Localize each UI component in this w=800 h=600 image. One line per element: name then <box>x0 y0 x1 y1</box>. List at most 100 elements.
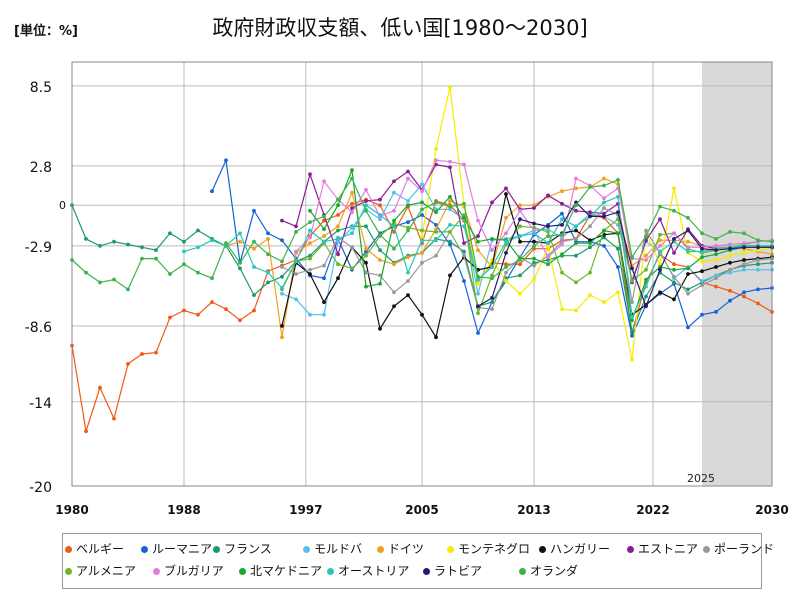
data-point <box>630 318 634 323</box>
data-point <box>756 301 760 306</box>
data-point <box>336 203 340 208</box>
data-point <box>406 228 410 233</box>
data-point <box>630 300 634 304</box>
data-point <box>700 231 704 236</box>
series-オーストリア <box>182 194 774 320</box>
data-point <box>644 258 648 262</box>
data-point <box>434 200 438 205</box>
data-point <box>504 215 508 220</box>
data-point <box>182 262 186 267</box>
x-tick-label: 1997 <box>289 503 322 517</box>
data-point <box>224 241 228 246</box>
data-point <box>658 232 662 237</box>
data-point <box>644 228 648 233</box>
data-point <box>588 270 592 275</box>
data-point <box>112 416 116 421</box>
data-point <box>672 274 676 279</box>
legend-marker <box>141 546 148 553</box>
data-point <box>434 227 438 232</box>
legend-label: オーストリア <box>338 564 410 578</box>
data-point <box>126 287 130 292</box>
data-point <box>714 265 718 269</box>
data-point <box>308 228 312 233</box>
legend-marker <box>65 568 72 575</box>
data-point <box>756 287 760 292</box>
data-point <box>420 200 424 205</box>
legend-marker <box>65 546 72 553</box>
data-point <box>238 260 242 265</box>
data-point <box>686 291 690 296</box>
data-point <box>658 262 662 267</box>
data-point <box>504 265 508 269</box>
data-point <box>602 235 606 240</box>
data-point <box>392 190 396 195</box>
data-point <box>406 199 410 203</box>
data-point <box>266 280 270 285</box>
data-point <box>504 270 508 275</box>
data-point <box>364 199 368 203</box>
data-point <box>644 294 648 299</box>
data-point <box>616 194 620 199</box>
data-point <box>280 259 284 264</box>
data-point <box>252 293 256 297</box>
data-point <box>308 272 312 276</box>
data-point <box>294 297 298 302</box>
legend-marker <box>213 546 220 553</box>
x-tick-label: 1988 <box>167 503 200 517</box>
legend-item: モンテネグロ <box>447 540 530 557</box>
data-point <box>742 241 746 246</box>
data-point <box>672 186 676 191</box>
data-point <box>714 284 718 289</box>
data-point <box>490 237 494 241</box>
data-point <box>182 249 186 254</box>
data-point <box>588 238 592 243</box>
legend-item: アルメニア <box>65 562 136 579</box>
legend-label: 北マケドニア <box>250 564 323 578</box>
data-point <box>560 201 564 206</box>
chart-title: 政府財政収支額、低い国[1980～2030] <box>212 16 588 40</box>
x-tick-label: 1980 <box>55 503 88 517</box>
data-point <box>518 262 522 267</box>
data-point <box>308 235 312 240</box>
data-point <box>420 207 424 212</box>
data-point <box>448 242 452 247</box>
legend-label: ドイツ <box>388 542 425 556</box>
y-tick-label: 2.8 <box>30 160 52 176</box>
data-point <box>112 277 116 282</box>
data-point <box>714 244 718 248</box>
data-point <box>532 231 536 236</box>
data-point <box>280 335 284 340</box>
data-point <box>602 200 606 205</box>
data-point <box>574 186 578 191</box>
data-point <box>280 274 284 279</box>
data-point <box>336 213 340 217</box>
data-point <box>420 260 424 265</box>
data-point <box>364 224 368 229</box>
data-point <box>602 300 606 304</box>
data-point <box>196 312 200 317</box>
data-point <box>308 256 312 261</box>
data-point <box>490 276 494 281</box>
data-point <box>672 267 676 272</box>
y-tick-label: 0 <box>59 199 66 212</box>
data-point <box>686 325 690 330</box>
data-point <box>644 267 648 272</box>
data-point <box>658 267 662 272</box>
data-point <box>728 260 732 265</box>
legend-label: モルドバ <box>314 542 363 556</box>
data-point <box>154 350 158 355</box>
data-point <box>476 248 480 253</box>
data-point <box>518 291 522 296</box>
data-point <box>406 293 410 297</box>
data-point <box>546 262 550 267</box>
data-point <box>308 220 312 225</box>
data-point <box>294 249 298 254</box>
data-point <box>574 308 578 313</box>
data-point <box>546 245 550 250</box>
data-point <box>350 210 354 215</box>
legend-marker <box>703 546 710 553</box>
data-point <box>518 217 522 222</box>
data-point <box>560 307 564 311</box>
data-point <box>420 189 424 194</box>
